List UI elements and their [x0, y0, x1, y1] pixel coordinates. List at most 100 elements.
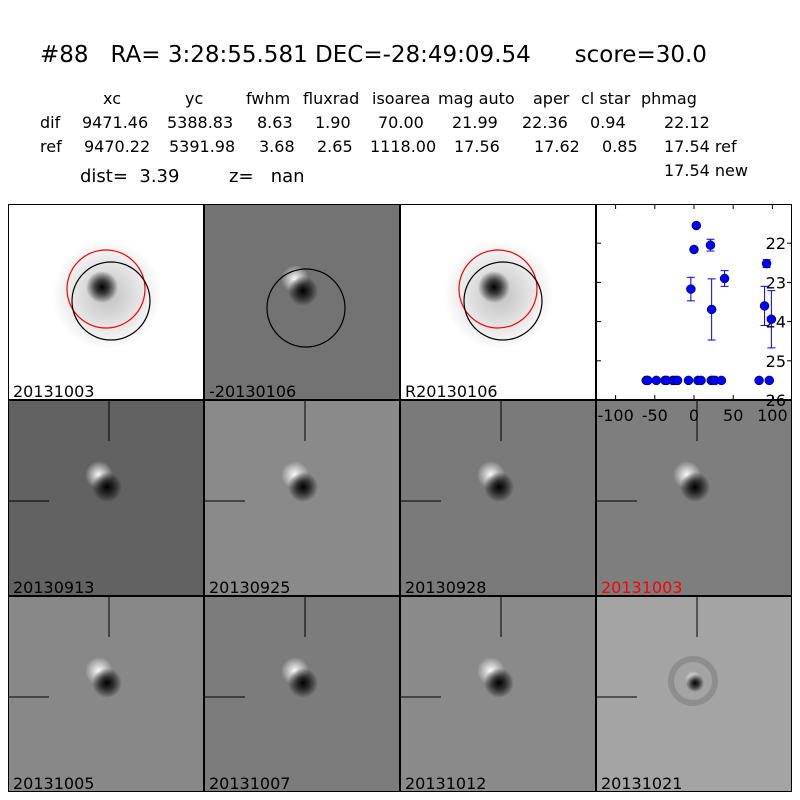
stamp-image [9, 401, 122, 502]
stamp-date-label: R20130106 [405, 382, 498, 400]
y-tick-label: 23 [766, 273, 786, 292]
table-cell: 9471.46 [82, 113, 149, 132]
detection-point [719, 273, 730, 284]
stamp-date-label: 20131005 [13, 774, 95, 792]
column-header: aper [533, 89, 570, 108]
stamp-image [597, 401, 710, 502]
upper-limit-point [754, 375, 764, 386]
stamp-image [52, 240, 162, 350]
x-tick-label: 100 [757, 406, 788, 425]
image-stamp[interactable]: 20131005 [8, 596, 204, 792]
table-cell: 1.90 [315, 113, 351, 132]
aperture-circle [266, 268, 346, 348]
aperture-circle-black [71, 261, 151, 341]
stamp-image [401, 597, 514, 698]
image-stamp[interactable]: 20131003 [8, 204, 204, 400]
x-tick-label: -100 [597, 406, 633, 425]
stamp-date-label: 20130925 [209, 578, 291, 596]
stamp-image [444, 240, 554, 350]
detection-point [689, 244, 699, 255]
upper-limit-point [683, 375, 694, 386]
column-header: isoarea [372, 89, 431, 108]
table-cell: 22.12 [664, 113, 710, 132]
table-cell: 17.62 [534, 137, 580, 156]
column-header: mag auto [438, 89, 515, 108]
stamp-image [597, 597, 718, 706]
y-tick-label: 22 [766, 234, 786, 253]
table-cell: 8.63 [257, 113, 293, 132]
upper-limit-point [642, 375, 653, 386]
detection-point [706, 304, 717, 315]
stamp-date-label: 20131021 [601, 774, 683, 792]
x-tick-label: 50 [723, 406, 743, 425]
aperture-circle-red [458, 249, 538, 329]
table-cell: 3.68 [259, 137, 295, 156]
image-stamp[interactable]: 20130925 [204, 400, 400, 596]
table-cell: 0.94 [590, 113, 626, 132]
aperture-circle-black [463, 261, 543, 341]
table-cell: 22.36 [522, 113, 568, 132]
y-tick-label: 26 [766, 391, 786, 410]
z-value: z= nan [229, 166, 305, 187]
image-stamp[interactable]: 20131007 [204, 596, 400, 792]
column-header: xc [103, 89, 121, 108]
image-stamp[interactable]: -20130106 [204, 204, 400, 400]
upper-limit-point [764, 375, 775, 386]
detection-point [691, 220, 702, 231]
upper-limit-point [716, 375, 727, 386]
row-label: ref [40, 137, 62, 156]
stamp-date-label: 20130913 [13, 578, 95, 596]
column-header: yc [185, 89, 204, 108]
table-cell: 70.00 [378, 113, 424, 132]
table-cell: 5391.98 [169, 137, 236, 156]
table-cell: 1118.00 [370, 137, 437, 156]
aperture-circle-red [66, 249, 146, 329]
dist-value: dist= 3.39 [80, 166, 180, 187]
candidate-title: #88 RA= 3:28:55.581 DEC=-28:49:09.54 sco… [40, 42, 707, 68]
upper-limit-point [672, 375, 683, 386]
stamp-date-label: 20131012 [405, 774, 487, 792]
image-stamp[interactable]: 20130913 [8, 400, 204, 596]
detection-point [759, 301, 770, 311]
upper-limit-point [651, 375, 662, 386]
detection-point [761, 258, 772, 269]
column-header: fluxrad [303, 89, 360, 108]
row-label: dif [40, 113, 61, 132]
stamp-date-label: 20131007 [209, 774, 291, 792]
x-tick-label: 0 [689, 406, 699, 425]
table-cell: 0.85 [602, 137, 638, 156]
image-stamp[interactable]: 20131003 [596, 400, 792, 596]
column-header: phmag [641, 89, 697, 108]
table-cell: 17.54 ref [664, 137, 737, 156]
stamp-date-label: 20131003 [601, 578, 683, 596]
stamp-image [205, 401, 318, 502]
upper-limit-point [696, 375, 706, 386]
column-header: fwhm [246, 89, 291, 108]
stamp-image [401, 401, 514, 502]
column-header: cl star [581, 89, 631, 108]
image-stamp[interactable]: 20130928 [400, 400, 596, 596]
stamp-date-label: -20130106 [209, 382, 297, 400]
stamp-date-label: 20130928 [405, 578, 487, 596]
image-stamp[interactable]: R20130106 [400, 204, 596, 400]
x-tick-label: -50 [642, 406, 668, 425]
stamp-date-label: 20131003 [13, 382, 95, 400]
stamp-image [266, 265, 346, 348]
detection-point [705, 240, 716, 250]
detection-point [766, 314, 777, 324]
phmag-new: 17.54 new [664, 161, 748, 180]
image-stamp[interactable]: 20131012 [400, 596, 596, 792]
table-cell: 5388.83 [167, 113, 234, 132]
stamp-image [9, 597, 122, 698]
table-cell: 17.56 [454, 137, 500, 156]
stamp-image [205, 597, 318, 698]
table-cell: 2.65 [317, 137, 353, 156]
detection-point [686, 284, 696, 294]
table-cell: 21.99 [452, 113, 498, 132]
plot-frame [596, 204, 792, 400]
y-tick-label: 25 [766, 352, 786, 371]
image-stamp[interactable]: 20131021 [596, 596, 792, 792]
table-cell: 9470.22 [84, 137, 151, 156]
